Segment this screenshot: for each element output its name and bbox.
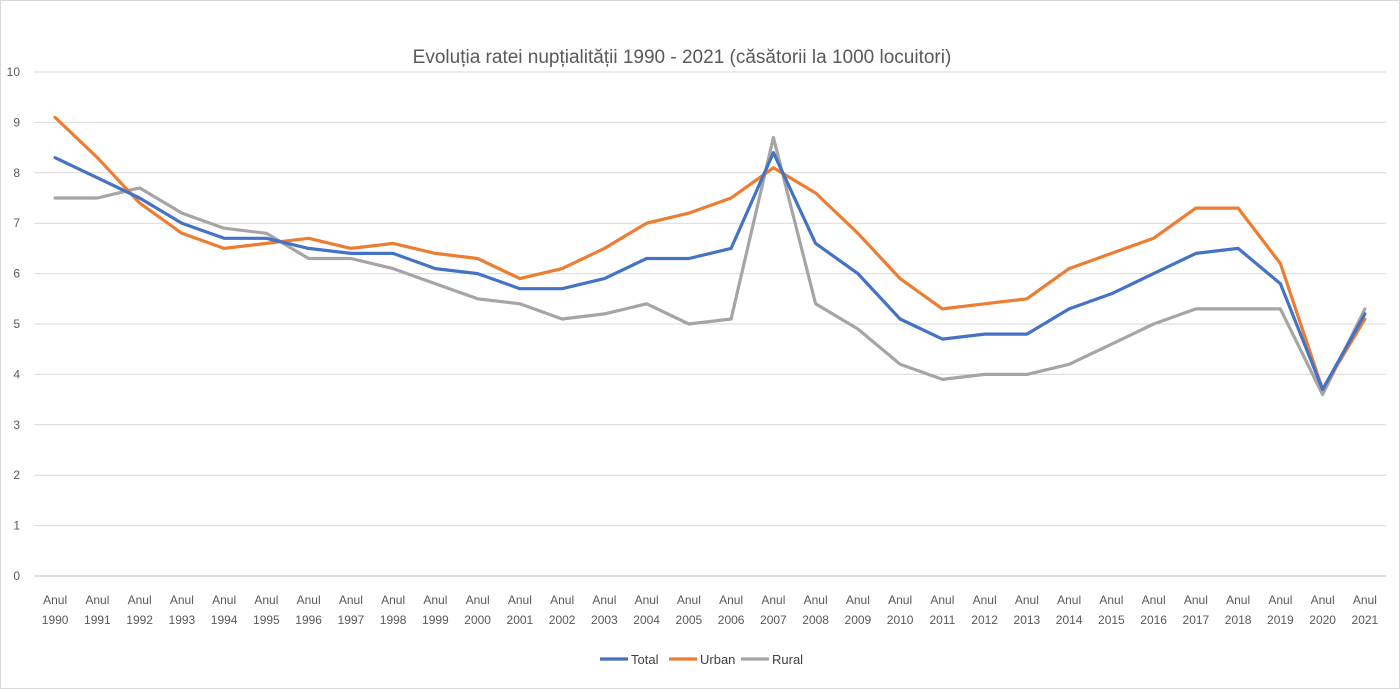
x-tick-label: Anul: [930, 593, 954, 607]
x-tick-label: Anul: [1353, 593, 1377, 607]
y-tick-label: 6: [13, 267, 20, 281]
series-lines: [53, 115, 1367, 397]
x-tick-label: Anul: [635, 593, 659, 607]
x-tick-label: 2014: [1056, 613, 1083, 627]
x-tick-label: Anul: [128, 593, 152, 607]
x-tick-label: Anul: [1226, 593, 1250, 607]
series-line-rural: [53, 135, 1367, 397]
x-tick-label: 1995: [253, 613, 280, 627]
x-tick-label: Anul: [1268, 593, 1292, 607]
y-tick-label: 7: [13, 216, 20, 230]
x-axis-tick-labels: Anul 1990 Anul 1991 Anul 1992 Anul 1993 Anul 1994…: [42, 593, 1379, 627]
x-tick-label: 1990: [42, 613, 69, 627]
x-tick-label: Anul: [466, 593, 490, 607]
x-tick-label: 2003: [591, 613, 618, 627]
y-tick-label: 9: [13, 115, 20, 129]
legend-label-urban: Urban: [700, 652, 735, 667]
x-tick-label: Anul: [423, 593, 447, 607]
x-tick-label: 2020: [1309, 613, 1336, 627]
series-line-total: [53, 151, 1367, 392]
y-tick-label: 5: [13, 317, 20, 331]
y-tick-label: 3: [13, 418, 20, 432]
x-tick-label: 2017: [1183, 613, 1210, 627]
x-tick-label: Anul: [381, 593, 405, 607]
x-tick-label: Anul: [254, 593, 278, 607]
x-tick-label: 1993: [169, 613, 196, 627]
x-tick-label: 1999: [422, 613, 449, 627]
x-tick-label: Anul: [973, 593, 997, 607]
x-tick-label: Anul: [170, 593, 194, 607]
x-tick-label: 2018: [1225, 613, 1252, 627]
y-tick-label: 8: [13, 166, 20, 180]
x-tick-label: 2016: [1140, 613, 1167, 627]
x-tick-label: 2006: [718, 613, 745, 627]
x-tick-label: 2019: [1267, 613, 1294, 627]
x-tick-label: Anul: [550, 593, 574, 607]
x-tick-label: Anul: [804, 593, 828, 607]
x-tick-label: Anul: [1184, 593, 1208, 607]
x-tick-label: 2001: [507, 613, 534, 627]
x-tick-label: Anul: [212, 593, 236, 607]
y-tick-label: 0: [13, 569, 20, 583]
legend-label-total: Total: [631, 652, 659, 667]
y-tick-label: 4: [13, 367, 20, 381]
x-tick-label: Anul: [508, 593, 532, 607]
x-tick-label: Anul: [1142, 593, 1166, 607]
x-tick-label: Anul: [297, 593, 321, 607]
x-tick-label: 2013: [1014, 613, 1041, 627]
x-tick-label: 1996: [295, 613, 322, 627]
x-tick-label: Anul: [719, 593, 743, 607]
x-tick-label: Anul: [677, 593, 701, 607]
x-tick-label: Anul: [761, 593, 785, 607]
y-axis-tick-labels: 0 1 2 3 4 5 6 7 8 9 10: [7, 65, 21, 583]
x-tick-label: 1997: [338, 613, 365, 627]
y-tick-label: 10: [7, 65, 21, 79]
x-tick-label: 2012: [971, 613, 998, 627]
x-tick-label: 1994: [211, 613, 238, 627]
y-tick-label: 1: [13, 519, 20, 533]
legend-label-rural: Rural: [772, 652, 803, 667]
x-tick-label: Anul: [1099, 593, 1123, 607]
x-tick-label: Anul: [1311, 593, 1335, 607]
x-tick-label: 2000: [464, 613, 491, 627]
x-tick-label: Anul: [1057, 593, 1081, 607]
gridlines: [34, 71, 1386, 577]
x-tick-label: Anul: [592, 593, 616, 607]
x-tick-label: 1991: [84, 613, 111, 627]
x-tick-label: 2005: [676, 613, 703, 627]
x-tick-label: 2011: [929, 613, 955, 627]
x-tick-label: Anul: [43, 593, 67, 607]
x-tick-label: 2015: [1098, 613, 1125, 627]
x-tick-label: 2009: [845, 613, 872, 627]
x-tick-label: 2002: [549, 613, 576, 627]
x-tick-label: 2010: [887, 613, 914, 627]
x-tick-label: Anul: [888, 593, 912, 607]
x-tick-label: Anul: [1015, 593, 1039, 607]
x-tick-label: Anul: [846, 593, 870, 607]
legend: Total Urban Rural: [600, 652, 803, 667]
x-tick-label: Anul: [339, 593, 363, 607]
x-tick-label: 1998: [380, 613, 407, 627]
x-tick-label: 2008: [802, 613, 829, 627]
x-tick-label: 2004: [633, 613, 660, 627]
series-line-urban: [53, 115, 1367, 392]
y-tick-label: 2: [13, 468, 20, 482]
x-tick-label: Anul: [85, 593, 109, 607]
x-tick-label: 1992: [126, 613, 153, 627]
chart-title: Evoluția ratei nupțialității 1990 - 2021…: [413, 47, 952, 68]
x-tick-label: 2021: [1352, 613, 1379, 627]
x-tick-label: 2007: [760, 613, 787, 627]
